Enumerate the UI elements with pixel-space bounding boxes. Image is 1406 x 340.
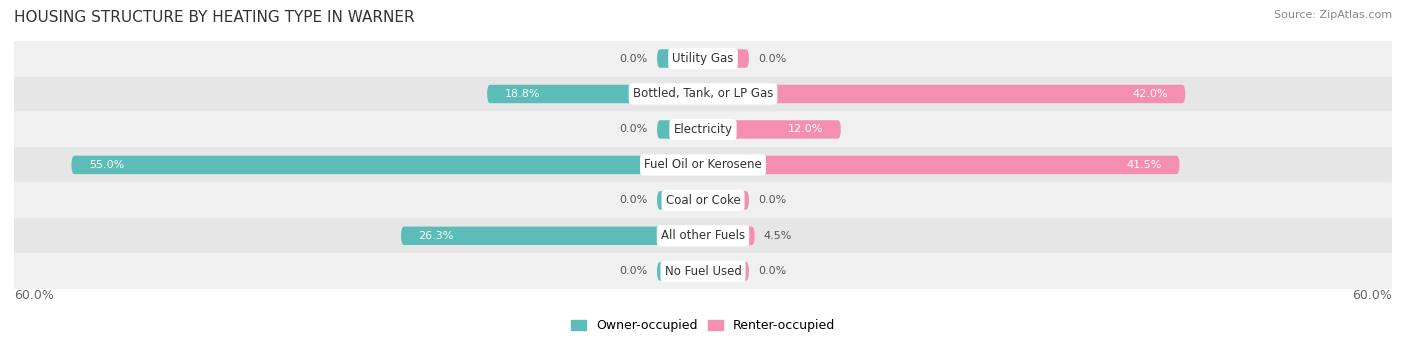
FancyBboxPatch shape <box>703 262 749 280</box>
Text: 0.0%: 0.0% <box>758 266 786 276</box>
Legend: Owner-occupied, Renter-occupied: Owner-occupied, Renter-occupied <box>567 314 839 337</box>
FancyBboxPatch shape <box>401 226 703 245</box>
Text: 0.0%: 0.0% <box>758 195 786 205</box>
FancyBboxPatch shape <box>703 226 755 245</box>
Text: 0.0%: 0.0% <box>620 124 648 134</box>
FancyBboxPatch shape <box>657 262 703 280</box>
Text: Coal or Coke: Coal or Coke <box>665 194 741 207</box>
Text: 0.0%: 0.0% <box>620 266 648 276</box>
Text: All other Fuels: All other Fuels <box>661 229 745 242</box>
FancyBboxPatch shape <box>703 85 1185 103</box>
Text: Fuel Oil or Kerosene: Fuel Oil or Kerosene <box>644 158 762 171</box>
Text: 60.0%: 60.0% <box>14 289 53 302</box>
Text: 26.3%: 26.3% <box>418 231 454 241</box>
Text: Utility Gas: Utility Gas <box>672 52 734 65</box>
Text: 0.0%: 0.0% <box>758 53 786 64</box>
Text: 4.5%: 4.5% <box>763 231 792 241</box>
Text: 42.0%: 42.0% <box>1133 89 1168 99</box>
Text: 60.0%: 60.0% <box>1353 289 1392 302</box>
Text: 55.0%: 55.0% <box>89 160 124 170</box>
FancyBboxPatch shape <box>14 112 1392 147</box>
FancyBboxPatch shape <box>703 156 1180 174</box>
FancyBboxPatch shape <box>703 191 749 209</box>
Text: 0.0%: 0.0% <box>620 195 648 205</box>
FancyBboxPatch shape <box>703 120 841 139</box>
Text: Source: ZipAtlas.com: Source: ZipAtlas.com <box>1274 10 1392 20</box>
FancyBboxPatch shape <box>14 218 1392 254</box>
Text: 0.0%: 0.0% <box>620 53 648 64</box>
FancyBboxPatch shape <box>657 49 703 68</box>
FancyBboxPatch shape <box>657 191 703 209</box>
FancyBboxPatch shape <box>72 156 703 174</box>
FancyBboxPatch shape <box>14 254 1392 289</box>
Text: Electricity: Electricity <box>673 123 733 136</box>
FancyBboxPatch shape <box>14 76 1392 112</box>
Text: 12.0%: 12.0% <box>789 124 824 134</box>
Text: 41.5%: 41.5% <box>1128 160 1163 170</box>
Text: 18.8%: 18.8% <box>505 89 540 99</box>
Text: Bottled, Tank, or LP Gas: Bottled, Tank, or LP Gas <box>633 87 773 101</box>
FancyBboxPatch shape <box>657 120 703 139</box>
Text: No Fuel Used: No Fuel Used <box>665 265 741 278</box>
Text: HOUSING STRUCTURE BY HEATING TYPE IN WARNER: HOUSING STRUCTURE BY HEATING TYPE IN WAR… <box>14 10 415 25</box>
FancyBboxPatch shape <box>14 41 1392 76</box>
FancyBboxPatch shape <box>703 49 749 68</box>
FancyBboxPatch shape <box>14 183 1392 218</box>
FancyBboxPatch shape <box>14 147 1392 183</box>
FancyBboxPatch shape <box>486 85 703 103</box>
